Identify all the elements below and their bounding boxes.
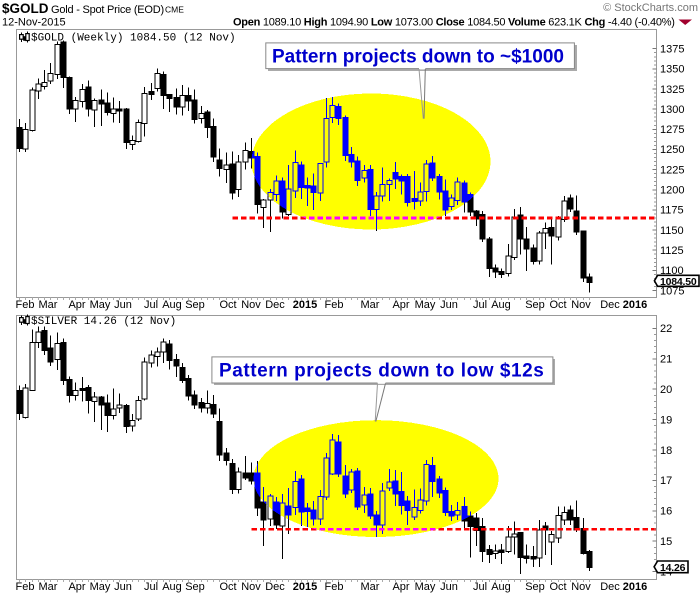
svg-text:May: May [90,581,111,593]
svg-text:Mar: Mar [39,299,58,311]
svg-text:Jun: Jun [440,581,458,593]
svg-text:1275: 1275 [660,124,684,136]
svg-text:Aug: Aug [162,299,182,311]
svg-text:Jul: Jul [144,299,158,311]
svg-text:Oct: Oct [549,299,566,311]
svg-text:1350: 1350 [660,64,684,76]
svg-text:May: May [415,581,436,593]
svg-text:Oct: Oct [549,581,566,593]
svg-text:Sep: Sep [525,581,545,593]
svg-text:Nov: Nov [241,299,261,311]
svg-text:Aug: Aug [491,581,511,593]
svg-text:Open 1089.10 High 1094.90 Low: Open 1089.10 High 1094.90 Low 1073.00 Cl… [233,17,675,29]
svg-text:Aug: Aug [162,581,182,593]
svg-text:1250: 1250 [660,144,684,156]
svg-text:1225: 1225 [660,164,684,176]
svg-text:$GOLD (Weekly) 1084.50 (12 Nov: $GOLD (Weekly) 1084.50 (12 Nov) [31,33,236,45]
svg-text:Jul: Jul [144,581,158,593]
svg-text:Sep: Sep [185,299,205,311]
svg-text:1375: 1375 [660,44,684,56]
svg-text:Mar: Mar [361,299,380,311]
svg-text:17: 17 [660,475,672,487]
svg-text:1084.50: 1084.50 [660,276,697,288]
svg-text:Nov: Nov [241,581,261,593]
svg-text:2016: 2016 [623,581,647,593]
svg-text:Mar: Mar [361,581,380,593]
svg-text:Dec: Dec [265,581,285,593]
svg-text:Dec: Dec [600,581,620,593]
svg-text:Mar: Mar [39,581,58,593]
svg-text:16: 16 [660,506,672,518]
svg-text:Pattern projects down to low $: Pattern projects down to low $12s [219,361,544,382]
svg-text:Apr: Apr [68,581,85,593]
svg-text:Nov: Nov [571,581,591,593]
svg-text:2015: 2015 [293,299,317,311]
svg-text:May: May [415,299,436,311]
svg-text:Dec: Dec [600,299,620,311]
svg-text:Feb: Feb [16,299,35,311]
svg-text:CME: CME [165,5,184,15]
svg-text:Apr: Apr [392,581,409,593]
svg-text:Jul: Jul [473,581,487,593]
svg-text:22: 22 [660,323,672,335]
svg-text:Jun: Jun [440,299,458,311]
svg-text:1200: 1200 [660,185,684,197]
svg-text:Feb: Feb [16,581,35,593]
svg-text:1175: 1175 [660,205,684,217]
svg-text:Sep: Sep [185,581,205,593]
svg-text:2016: 2016 [623,299,647,311]
svg-text:Jul: Jul [473,299,487,311]
svg-text:Jun: Jun [114,299,132,311]
svg-text:1325: 1325 [660,84,684,96]
svg-text:May: May [90,299,111,311]
svg-text:Pattern projects down to ~$100: Pattern projects down to ~$1000 [272,47,564,68]
svg-text:Sep: Sep [525,299,545,311]
svg-text:1150: 1150 [660,225,684,237]
svg-text:Dec: Dec [265,299,285,311]
svg-text:Jun: Jun [114,581,132,593]
svg-text:$GOLD: $GOLD [2,1,49,16]
svg-text:Apr: Apr [392,299,409,311]
svg-text:1125: 1125 [660,245,684,257]
svg-text:$SILVER 14.26 (12 Nov): $SILVER 14.26 (12 Nov) [31,316,176,328]
svg-text:Oct: Oct [219,299,236,311]
svg-text:2015: 2015 [293,581,317,593]
svg-text:Apr: Apr [68,299,85,311]
svg-text:Gold - Spot Price (EOD): Gold - Spot Price (EOD) [51,4,164,16]
svg-text:Oct: Oct [219,581,236,593]
svg-text:12-Nov-2015: 12-Nov-2015 [2,17,66,29]
svg-text:Feb: Feb [325,581,344,593]
svg-text:15: 15 [660,536,672,548]
svg-text:14.26: 14.26 [660,562,686,574]
svg-text:21: 21 [660,354,672,366]
svg-text:Feb: Feb [325,299,344,311]
svg-text:20: 20 [660,384,672,396]
svg-text:18: 18 [660,445,672,457]
svg-text:1100: 1100 [660,265,684,277]
svg-text:Aug: Aug [491,299,511,311]
svg-text:19: 19 [660,414,672,426]
svg-text:Nov: Nov [571,299,591,311]
svg-text:1075: 1075 [660,285,684,297]
svg-text:1300: 1300 [660,104,684,116]
svg-text:© StockCharts.com: © StockCharts.com [603,2,698,14]
